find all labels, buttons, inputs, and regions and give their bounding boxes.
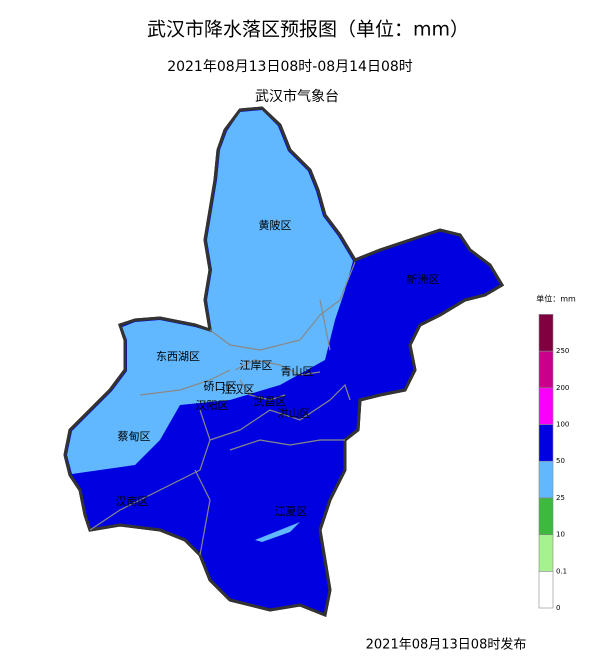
district-label: 洪山区 bbox=[278, 406, 311, 420]
legend-label: 0.1 bbox=[556, 567, 567, 575]
legend-swatch bbox=[538, 534, 554, 572]
legend-label: 0 bbox=[556, 604, 560, 612]
legend-swatch bbox=[538, 497, 554, 535]
legend-swatch bbox=[538, 460, 554, 499]
legend: 单位：mm 0 0.1 10 25 50 100 200 250 bbox=[536, 294, 576, 613]
outline bbox=[63, 106, 505, 618]
title: 武汉市降水落区预报图（单位：mm） bbox=[147, 19, 469, 41]
district-label: 青山区 bbox=[281, 365, 314, 378]
legend-label: 200 bbox=[556, 384, 569, 392]
legend-label: 25 bbox=[556, 494, 565, 502]
legend-label: 100 bbox=[556, 421, 569, 429]
rain-25-50 bbox=[67, 110, 353, 474]
district-label: 江汉区 bbox=[222, 383, 255, 396]
district-label: 武昌区 bbox=[254, 395, 287, 408]
district-label: 汉阳区 bbox=[196, 399, 229, 412]
legend-swatch bbox=[538, 350, 554, 389]
legend-unit: 单位：mm bbox=[536, 294, 576, 304]
footer: 2021年08月13日08时发布 bbox=[366, 637, 527, 653]
legend-swatch bbox=[538, 387, 554, 425]
legend-label: 10 bbox=[556, 531, 565, 539]
district-label: 江岸区 bbox=[240, 359, 273, 372]
district-label: 黄陂区 bbox=[259, 218, 292, 232]
legend-label: 50 bbox=[556, 457, 565, 465]
district-label: 东西湖区 bbox=[156, 350, 200, 363]
period: 2021年08月13日08时-08月14日08时 bbox=[167, 59, 413, 75]
legend-swatch bbox=[538, 314, 554, 352]
district-label: 汉南区 bbox=[116, 495, 149, 508]
district-label: 江夏区 bbox=[275, 505, 308, 518]
legend-swatch bbox=[538, 570, 554, 609]
district-label: 蔡甸区 bbox=[118, 430, 151, 443]
legend-label: 250 bbox=[556, 347, 569, 355]
district-borders bbox=[89, 261, 356, 556]
district-label: 新洲区 bbox=[407, 272, 440, 286]
rain-25-50-patch bbox=[255, 522, 300, 542]
legend-swatch bbox=[538, 424, 554, 462]
issuer: 武汉市气象台 bbox=[255, 88, 339, 105]
district-label: 硚口区 bbox=[204, 380, 237, 393]
